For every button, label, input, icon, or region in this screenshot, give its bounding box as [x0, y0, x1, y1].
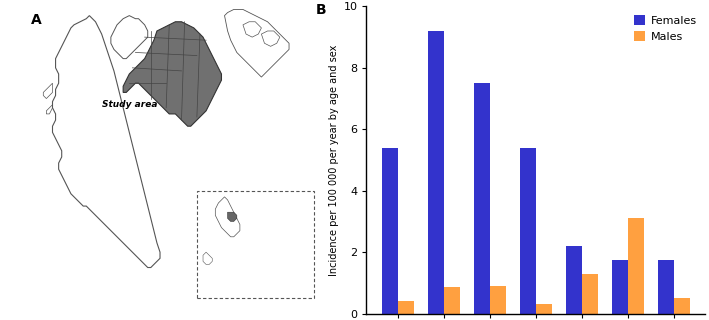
Text: A: A: [31, 12, 42, 27]
Legend: Females, Males: Females, Males: [630, 12, 700, 45]
Text: B: B: [316, 3, 326, 17]
Bar: [382, 148, 398, 314]
Bar: [398, 301, 414, 314]
Polygon shape: [123, 22, 221, 126]
Bar: [674, 298, 690, 314]
Bar: [536, 304, 552, 314]
Bar: [658, 260, 674, 314]
Bar: [520, 148, 536, 314]
Bar: [628, 218, 644, 314]
Bar: [428, 31, 444, 314]
Bar: [490, 286, 506, 314]
Y-axis label: Incidence per 100 000 per year by age and sex: Incidence per 100 000 per year by age an…: [329, 44, 339, 276]
Bar: [197, 191, 313, 298]
Bar: [444, 287, 460, 314]
Bar: [612, 260, 628, 314]
Bar: [582, 274, 598, 314]
Bar: [474, 83, 490, 314]
Polygon shape: [228, 212, 237, 221]
Text: Study area: Study area: [101, 100, 157, 109]
Bar: [566, 246, 582, 314]
